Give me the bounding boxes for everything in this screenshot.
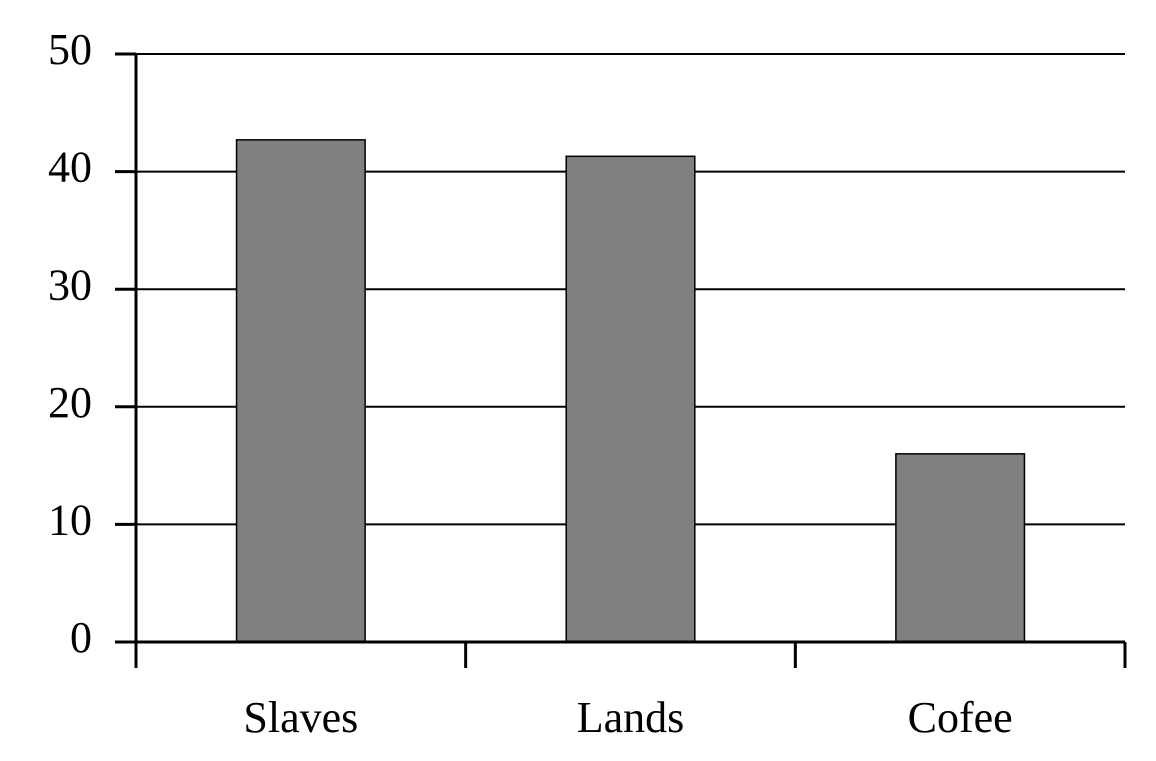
y-tick-label: 50 [48, 25, 92, 74]
x-tick-label: Cofee [908, 693, 1013, 742]
y-tick-label: 30 [48, 260, 92, 309]
y-tick-label: 0 [70, 613, 92, 662]
x-tick-label: Slaves [243, 693, 358, 742]
bar [895, 453, 1026, 643]
y-tick-label: 40 [48, 143, 92, 192]
y-tick-label: 10 [48, 495, 92, 544]
x-tick-label: Lands [577, 693, 685, 742]
bar [235, 139, 366, 643]
bar [565, 155, 696, 643]
y-tick-label: 20 [48, 378, 92, 427]
